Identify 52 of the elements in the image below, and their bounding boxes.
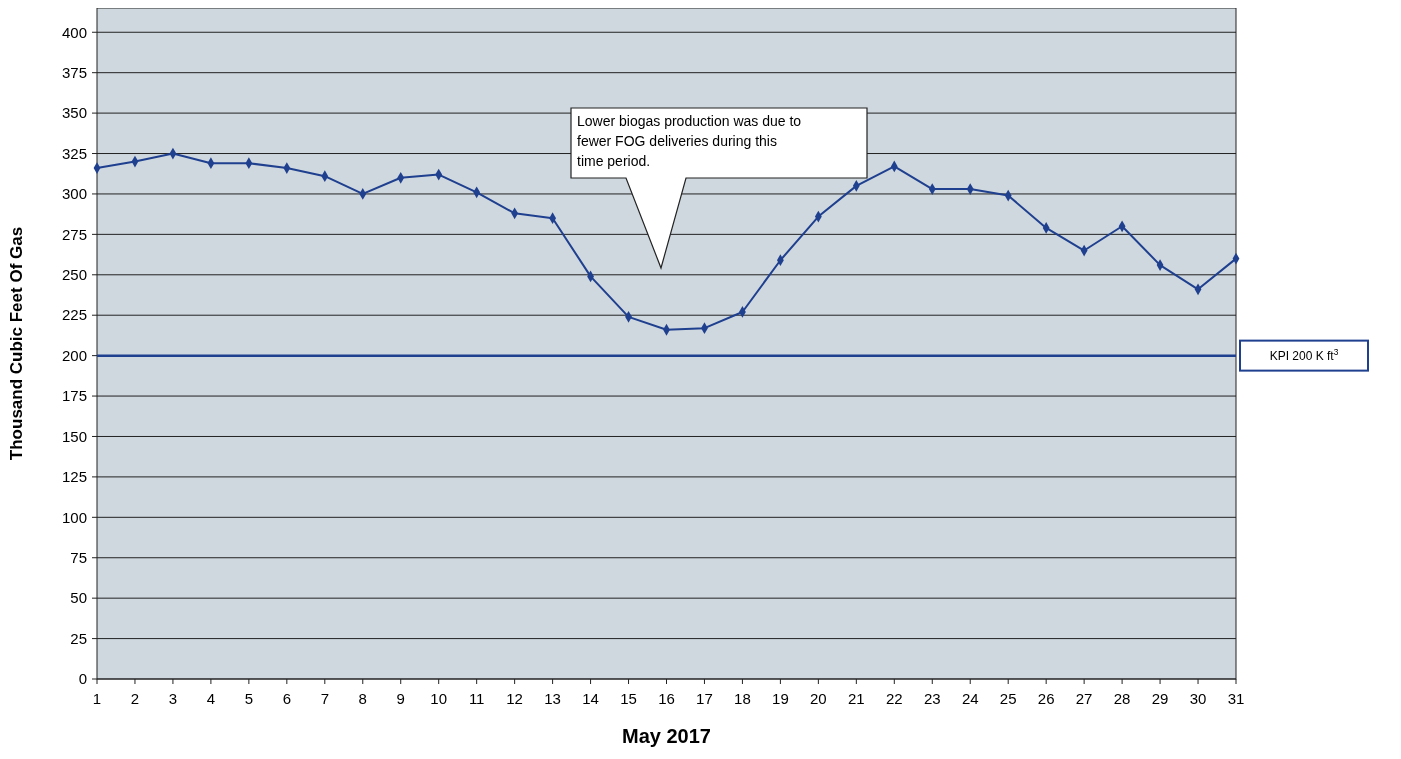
x-tick-label: 22 <box>885 690 903 707</box>
x-tick-label: 11 <box>468 690 485 707</box>
y-tick-label: 25 <box>70 629 87 647</box>
y-tick-label: 50 <box>70 589 87 607</box>
y-tick-label: 0 <box>78 670 87 688</box>
x-tick-label: 8 <box>358 690 367 707</box>
y-tick-label: 75 <box>70 548 87 566</box>
x-tick-label: 7 <box>320 690 329 707</box>
y-tick-label: 225 <box>61 306 87 324</box>
x-axis-title: May 2017 <box>622 725 711 747</box>
x-tick-label: 29 <box>1151 690 1169 707</box>
x-tick-label: 24 <box>961 690 979 707</box>
x-tick-label: 9 <box>396 690 405 707</box>
x-tick-label: 17 <box>696 690 713 707</box>
y-tick-label: 125 <box>61 468 87 486</box>
x-tick-label: 27 <box>1075 690 1093 707</box>
y-tick-label: 250 <box>61 266 87 284</box>
y-tick-label: 350 <box>61 104 87 122</box>
x-tick-label: 2 <box>130 690 140 707</box>
x-tick-label: 5 <box>244 690 254 707</box>
x-tick-label: 16 <box>658 690 675 707</box>
x-tick-label: 20 <box>810 690 827 707</box>
x-tick-label: 14 <box>582 690 599 707</box>
x-tick-label: 23 <box>923 690 941 707</box>
x-tick-label: 1 <box>92 690 102 707</box>
x-tick-label: 31 <box>1227 690 1245 707</box>
y-tick-label: 150 <box>61 427 87 445</box>
y-tick-label: 175 <box>61 387 87 405</box>
x-tick-label: 19 <box>772 690 789 707</box>
x-tick-label: 26 <box>1037 690 1055 707</box>
y-axis-title: Thousand Cubic Feet Of Gas <box>7 226 26 461</box>
y-tick-label: 325 <box>61 144 87 162</box>
annotation: Lower biogas production was due to fewer FOG deliveries during this time period. <box>577 113 802 169</box>
x-tick-label: 3 <box>168 690 178 707</box>
ref-line-label: KPI 200 K ft$^{3}$ <box>1269 346 1339 363</box>
x-tick-label: 12 <box>506 690 523 707</box>
y-tick-label: 275 <box>61 225 87 243</box>
x-tick-label: 10 <box>430 690 448 707</box>
x-tick-label: 28 <box>1113 690 1131 707</box>
x-tick-label: 18 <box>734 690 751 707</box>
x-tick-label: 6 <box>282 690 292 707</box>
x-tick-label: 25 <box>999 690 1017 707</box>
y-tick-label: 200 <box>61 346 87 364</box>
x-tick-label: 30 <box>1189 690 1207 707</box>
y-tick-label: 100 <box>61 508 87 526</box>
x-tick-label: 4 <box>206 690 216 707</box>
x-tick-label: 21 <box>847 690 865 707</box>
x-tick-label: 13 <box>544 690 561 707</box>
x-tick-label: 15 <box>620 690 637 707</box>
y-tick-label: 400 <box>61 23 87 41</box>
y-tick-label: 300 <box>61 185 87 203</box>
y-tick-label: 375 <box>61 63 87 81</box>
